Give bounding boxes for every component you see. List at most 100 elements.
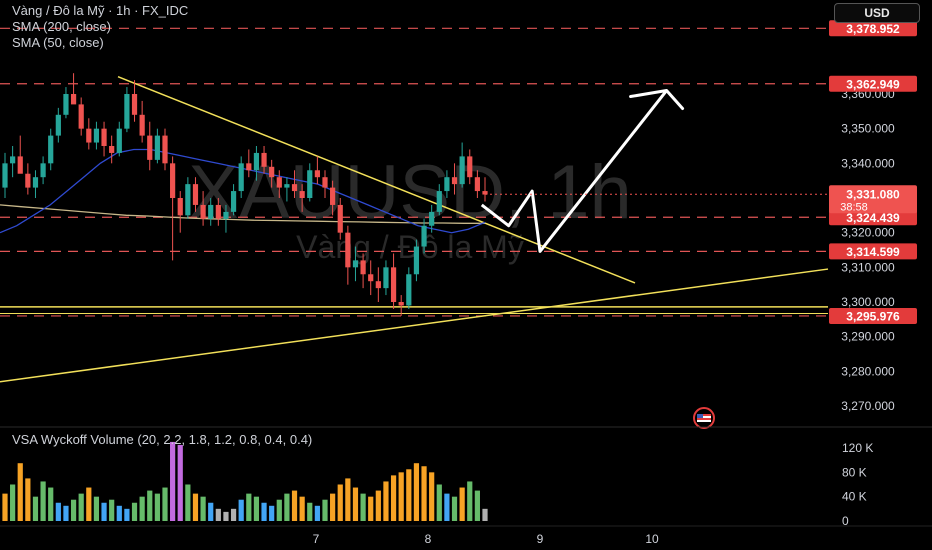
candle-body: [2, 163, 8, 188]
volume-bar: [406, 469, 412, 521]
volume-bar: [284, 493, 290, 521]
candle-body: [413, 246, 420, 275]
volume-bar: [451, 496, 458, 521]
candle-body: [139, 114, 145, 136]
sma50-legend[interactable]: SMA (50, close): [12, 35, 104, 50]
candle-body: [154, 135, 160, 160]
candle-body: [32, 177, 39, 188]
candle-body: [200, 204, 206, 219]
time-axis[interactable]: 3478910: [0, 532, 659, 546]
volume-bar: [398, 472, 404, 521]
volume-indicator-label[interactable]: VSA Wyckoff Volume (20, 2.2, 1.8, 1.2, 0…: [12, 432, 313, 447]
countdown-label: 38:58: [840, 201, 868, 213]
candle-body: [230, 191, 237, 212]
volume-bar: [482, 508, 488, 521]
volume-bar: [314, 505, 320, 521]
volume-bar: [436, 484, 442, 521]
volume-bar: [368, 496, 374, 521]
candle-body: [124, 94, 130, 129]
symbol-line[interactable]: Vàng / Đô la Mỹ · 1h · FX_IDC: [12, 3, 189, 18]
candle-body: [238, 163, 244, 192]
volume-bar: [337, 484, 343, 521]
horizontal-levels: [0, 27, 828, 317]
candle-body: [307, 170, 313, 198]
volume-bar: [70, 499, 77, 521]
volume-bar: [276, 499, 282, 521]
volume-tick-label: 120 K: [842, 441, 873, 455]
volume-bar: [86, 487, 92, 521]
volume-bar: [444, 493, 450, 521]
volume-bar: [230, 508, 237, 521]
watermark-name: Vàng / Đô la Mỹ: [296, 229, 524, 265]
candle-body: [390, 267, 397, 302]
volume-bar: [330, 493, 336, 521]
candle-body: [185, 184, 191, 216]
candle-body: [10, 156, 16, 164]
current-price-label: 3,331.080: [846, 187, 900, 201]
candle-body: [322, 177, 328, 188]
price-tags: 3,378.952 3,362.949 3,324.439 3,314.599 3,29…: [485, 20, 917, 324]
candle-body: [429, 211, 435, 226]
rising-trendline: [0, 268, 829, 383]
volume-bar: [352, 487, 359, 521]
y-tick-label: 3,350.000: [841, 122, 895, 136]
candle-body: [337, 204, 343, 233]
candle-body: [93, 128, 100, 143]
price-tag-label: 3,362.949: [846, 77, 900, 91]
volume-bar: [78, 493, 84, 521]
volume-bar: [109, 499, 115, 521]
volume-bar: [208, 502, 214, 521]
volume-bar: [390, 475, 397, 521]
volume-bar: [93, 496, 100, 521]
volume-bar: [10, 484, 16, 521]
volume-bar: [116, 505, 122, 521]
volume-tick-label: 0: [842, 514, 849, 528]
volume-bar: [139, 496, 145, 521]
candle-body: [398, 302, 404, 306]
y-tick-label: 3,340.000: [841, 156, 895, 170]
volume-tick-label: 80 K: [842, 465, 867, 479]
volume-bar: [25, 478, 31, 521]
x-tick-label: 10: [645, 532, 659, 546]
candle-body: [131, 94, 138, 115]
volume-bar: [291, 490, 298, 521]
volume-bar: [185, 484, 191, 521]
us-flag-icon[interactable]: [693, 407, 715, 429]
volume-bar: [147, 490, 153, 521]
y-tick-label: 3,320.000: [841, 226, 895, 240]
sma200-legend[interactable]: SMA (200, close): [12, 19, 111, 34]
volume-bar: [413, 463, 420, 521]
volume-bar: [474, 490, 480, 521]
candle-body: [40, 163, 46, 178]
yellow-lines: [0, 75, 829, 383]
volume-bars: [2, 441, 488, 521]
volume-bar: [200, 496, 206, 521]
volume-bar: [360, 493, 366, 521]
price-tag-bg: [829, 75, 917, 92]
candle-body: [444, 177, 450, 192]
volume-bar: [253, 496, 260, 521]
candle-body: [459, 156, 465, 185]
volume-bar: [421, 466, 427, 521]
volume-bar: [2, 493, 8, 521]
y-tick-label: 3,300.000: [841, 295, 895, 309]
volume-bar: [63, 505, 69, 521]
candle-body: [314, 170, 320, 178]
flag-stripe: [697, 418, 711, 420]
candle-body: [192, 184, 199, 205]
candle-body: [215, 204, 221, 219]
volume-bar: [299, 496, 305, 521]
price-axis[interactable]: 3,270.000 3,280.000 3,290.000 3,300.000 3,31…: [841, 87, 895, 413]
projection-path: [480, 89, 685, 253]
currency-button[interactable]: USD: [834, 3, 920, 23]
candle-body: [78, 104, 84, 129]
price-tag-label: 3,295.976: [846, 309, 900, 323]
candle-body: [63, 94, 69, 115]
candle-body: [467, 156, 473, 178]
x-tick-label: 8: [425, 532, 432, 546]
volume-bar: [170, 441, 176, 521]
y-tick-label: 3,270.000: [841, 399, 895, 413]
candle-body: [352, 260, 359, 268]
y-tick-label: 3,310.000: [841, 260, 895, 274]
